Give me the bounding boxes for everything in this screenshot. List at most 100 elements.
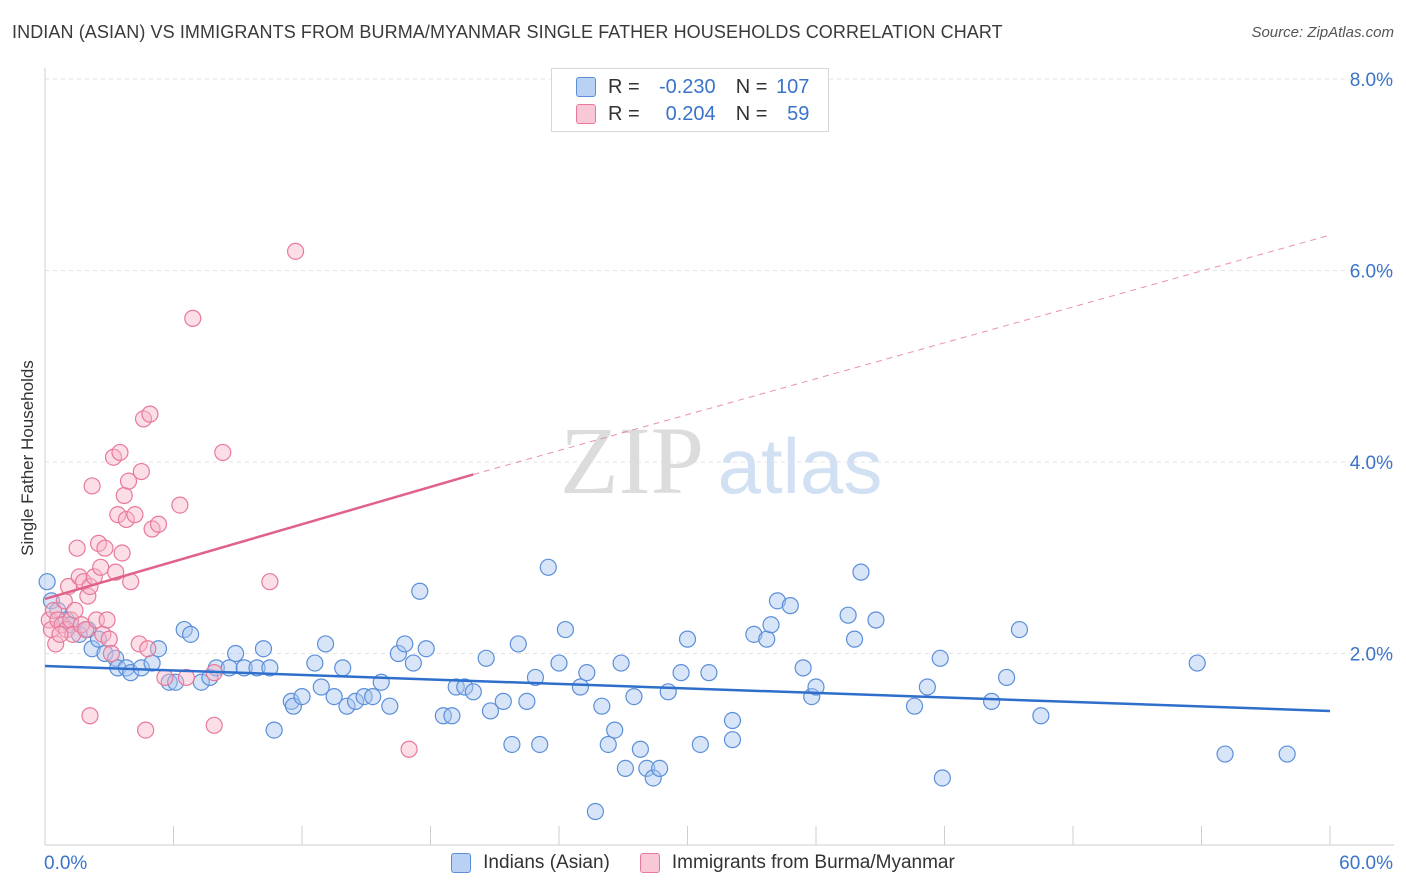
data-point — [905, 697, 924, 715]
legend-item-burma: Immigrants from Burma/Myanmar — [639, 852, 955, 874]
data-point — [265, 721, 283, 739]
series-indians-asian — [38, 558, 1296, 821]
legend-swatch-pink — [639, 853, 660, 873]
data-point — [325, 687, 343, 706]
data-point — [550, 654, 568, 672]
data-point — [1278, 745, 1296, 763]
trend-line — [44, 473, 474, 601]
trend-line — [473, 234, 1331, 475]
data-point — [807, 678, 825, 696]
data-point — [47, 635, 65, 653]
watermark-zip: ZIP — [560, 407, 704, 514]
data-point — [44, 601, 63, 620]
data-point — [531, 735, 549, 754]
data-point — [137, 721, 155, 739]
data-point — [745, 625, 763, 643]
legend-item-indians: Indians (Asian) — [451, 852, 610, 874]
data-point — [556, 620, 575, 639]
data-point — [381, 697, 399, 715]
legend-row-indians: R = -0.230 N = 107 — [576, 75, 809, 99]
data-point — [672, 664, 690, 682]
legend-r-value: 0.204 — [665, 102, 716, 125]
data-point — [852, 563, 870, 581]
data-point — [518, 692, 536, 710]
data-point — [98, 611, 116, 629]
data-point — [77, 620, 95, 639]
data-point — [616, 759, 634, 778]
data-point — [631, 740, 649, 758]
data-point — [768, 592, 787, 610]
data-point — [494, 692, 512, 710]
data-point — [102, 644, 120, 663]
axes — [44, 68, 1394, 846]
data-point — [651, 759, 669, 778]
data-point — [156, 668, 174, 687]
data-point — [248, 659, 266, 677]
data-point — [254, 640, 273, 658]
tick-labels: 2.0% 4.0% 6.0% 8.0% 0.0% 60.0% — [44, 70, 1393, 874]
data-point — [417, 640, 435, 658]
data-point — [593, 697, 611, 715]
data-point — [758, 630, 776, 648]
data-point — [659, 683, 677, 701]
data-point — [781, 597, 799, 615]
y-tick-label: 6.0% — [1350, 262, 1393, 283]
data-point — [306, 654, 324, 672]
data-point — [83, 640, 101, 658]
data-point — [931, 649, 949, 667]
data-point — [503, 735, 521, 754]
data-point — [100, 630, 118, 648]
data-point — [119, 472, 138, 490]
data-point — [691, 735, 709, 754]
data-point — [117, 510, 135, 529]
y-tick-label: 4.0% — [1350, 453, 1393, 474]
data-point — [132, 462, 150, 481]
data-point — [723, 731, 742, 749]
y-tick-label: 8.0% — [1350, 70, 1393, 91]
data-point — [481, 702, 500, 720]
data-point — [762, 616, 780, 634]
legend-n-label: N = — [735, 75, 768, 98]
data-point — [334, 659, 352, 677]
data-point — [51, 625, 69, 643]
data-point — [839, 606, 857, 624]
data-point — [177, 668, 195, 687]
trend-line — [44, 664, 1331, 713]
data-point — [612, 654, 630, 672]
legend-r-value: -0.230 — [658, 75, 716, 98]
data-point — [38, 573, 56, 591]
data-point — [167, 673, 185, 691]
data-point — [625, 687, 643, 706]
data-point — [464, 683, 482, 701]
data-point — [794, 659, 812, 677]
legend-r-label: R = — [608, 102, 640, 125]
legend-swatch-blue — [451, 853, 472, 873]
data-point — [571, 678, 590, 696]
grid-lines — [45, 78, 1394, 654]
data-point — [113, 544, 131, 562]
data-point — [96, 539, 114, 557]
legend-swatch-pink — [576, 104, 596, 124]
data-point — [644, 769, 662, 787]
trend-lines — [44, 234, 1331, 713]
data-point — [316, 635, 335, 653]
data-point — [586, 802, 605, 821]
data-point — [638, 759, 656, 778]
data-point — [286, 242, 305, 260]
data-point — [364, 687, 382, 706]
legend-label-burma: Immigrants from Burma/Myanmar — [671, 852, 955, 873]
data-point — [845, 630, 864, 648]
data-point — [867, 611, 885, 629]
data-point — [443, 707, 461, 725]
data-point — [998, 668, 1016, 687]
data-point — [404, 654, 422, 672]
data-point — [983, 692, 1001, 710]
data-point — [578, 664, 596, 682]
series-legend: Indians (Asian) Immigrants from Burma/My… — [0, 852, 1406, 874]
data-point — [81, 707, 99, 725]
data-point — [606, 721, 624, 739]
data-point — [293, 687, 311, 706]
data-point — [1216, 745, 1234, 763]
x-tick-label: 0.0% — [44, 853, 87, 874]
